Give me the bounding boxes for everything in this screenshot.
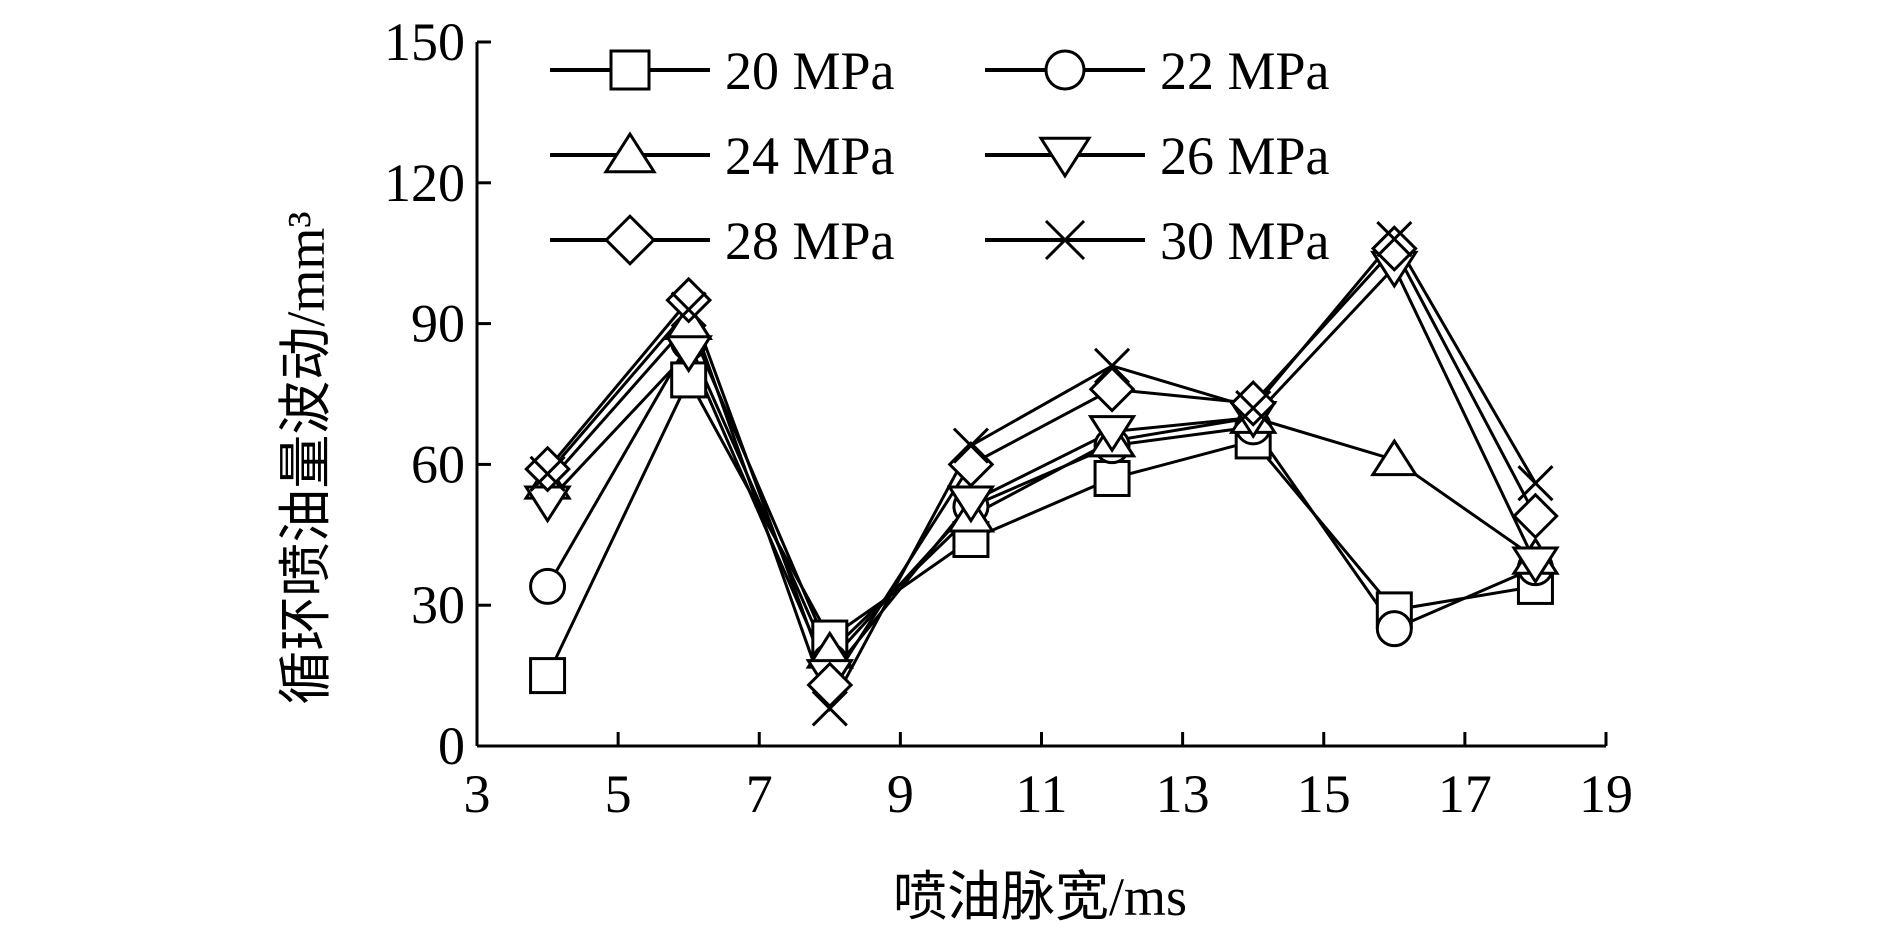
legend-item: 24 MPa: [550, 126, 895, 186]
data-point: [1517, 465, 1554, 502]
legend-item: 20 MPa: [550, 41, 895, 101]
series-markers: [529, 221, 1554, 727]
x-tick-label: 3: [464, 764, 491, 824]
axis-ticks: 3 5 7 9 11 13 15 17 19 0 30 60 90 120 150: [384, 12, 1633, 824]
data-point: [947, 441, 995, 488]
data-point: [1088, 365, 1136, 413]
data-point: [1512, 492, 1559, 540]
legend-label: 30 MPa: [1160, 211, 1330, 271]
data-point: [1087, 415, 1137, 454]
legend-item: 22 MPa: [985, 41, 1330, 101]
data-point: [811, 690, 848, 727]
data-point: [1511, 546, 1560, 585]
data-point: [1370, 225, 1418, 272]
data-point: [1370, 438, 1419, 477]
series-28-mpa: [546, 245, 1537, 689]
series-line: [546, 264, 1537, 679]
x-tick-label: 13: [1156, 764, 1210, 824]
y-axis-title: 循环喷油量波动/mm³: [276, 211, 336, 704]
series-line: [546, 236, 1537, 713]
legend-label: 26 MPa: [1160, 126, 1330, 186]
data-point: [604, 214, 656, 266]
axes: [475, 42, 1606, 748]
y-tick-label: 60: [411, 434, 465, 494]
x-tick-label: 5: [605, 764, 632, 824]
data-point: [665, 276, 713, 324]
data-point: [1038, 136, 1092, 179]
data-point: [609, 49, 651, 91]
data-point: [670, 291, 707, 328]
legend-label: 20 MPa: [725, 41, 895, 101]
x-tick-label: 7: [746, 764, 773, 824]
x-tick-label: 9: [887, 764, 914, 824]
data-point: [664, 335, 713, 374]
data-point: [952, 427, 989, 464]
legend-label: 24 MPa: [725, 126, 895, 186]
x-axis-title: 喷油脉宽/ms: [893, 867, 1187, 927]
legend-label: 22 MPa: [1160, 41, 1330, 101]
legend-item: 26 MPa: [985, 126, 1330, 186]
series-group: [523, 221, 1560, 727]
data-point: [1376, 221, 1413, 258]
legend-item: 30 MPa: [985, 211, 1330, 271]
legend-item: 28 MPa: [550, 211, 895, 271]
x-tick-label: 19: [1579, 764, 1633, 824]
series-22-mpa: [546, 339, 1537, 665]
data-point: [1044, 219, 1086, 261]
series-line: [546, 339, 1537, 665]
data-point: [1375, 610, 1413, 648]
series-line: [546, 376, 1536, 677]
series-line: [546, 245, 1537, 689]
series-30-mpa: [546, 236, 1537, 713]
y-tick-label: 30: [411, 575, 465, 635]
x-tick-label: 11: [1016, 764, 1068, 824]
data-point: [529, 657, 567, 695]
x-tick-label: 15: [1297, 764, 1351, 824]
y-tick-label: 0: [438, 716, 465, 776]
y-tick-label: 150: [384, 12, 465, 72]
series-markers: [524, 225, 1559, 709]
y-tick-label: 90: [411, 294, 465, 354]
series-26-mpa: [546, 264, 1537, 679]
data-point: [1229, 380, 1277, 427]
data-point: [1235, 390, 1272, 427]
y-tick-label: 120: [384, 153, 465, 213]
legend-label: 28 MPa: [725, 211, 895, 271]
data-point: [806, 661, 854, 709]
data-point: [1094, 347, 1131, 384]
x-tick-label: 17: [1438, 764, 1492, 824]
legend: 20 MPa 22 MPa 24 MPa 26 MPa 28 MPa 30 MPa: [550, 41, 1330, 271]
data-point: [1044, 49, 1086, 91]
data-point: [529, 455, 566, 492]
data-point: [529, 567, 567, 605]
series-20-mpa: [546, 376, 1536, 677]
data-point: [1093, 459, 1131, 497]
data-point: [603, 131, 657, 174]
data-point: [524, 445, 571, 493]
